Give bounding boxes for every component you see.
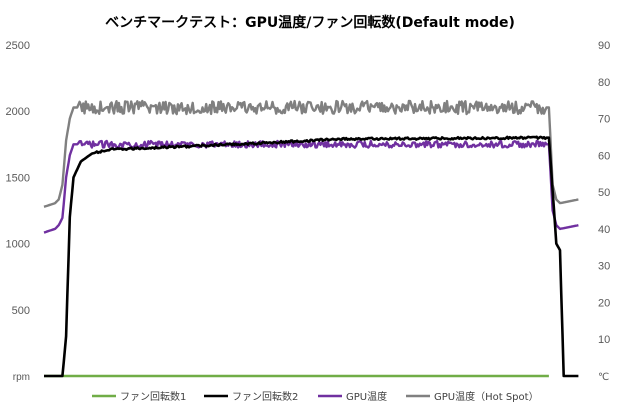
y-right-tick-label: 80 (598, 77, 610, 89)
series-line (43, 99, 579, 208)
plot-area (43, 99, 579, 378)
legend-label: GPU温度 (346, 390, 387, 403)
y-right-tick-label: 90 (598, 40, 610, 52)
y-right-tick-label: 10 (598, 334, 610, 346)
series-line (43, 139, 579, 234)
legend-label: ファン回転数2 (232, 390, 298, 403)
y-left-unit: rpm (13, 372, 30, 383)
y-right-tick-label: 50 (598, 187, 610, 199)
y-left-axis: 500 1000 1500 2000 2500 (6, 40, 30, 317)
y-right-tick-label: 60 (598, 150, 610, 162)
y-right-axis: 10 20 30 40 50 60 70 80 90 (598, 40, 610, 346)
chart-title: ベンチマークテスト：GPU温度/ファン回転数(Default mode) (105, 14, 515, 31)
legend-item: ファン回転数2 (204, 390, 298, 403)
y-right-unit: ℃ (598, 372, 609, 383)
legend-item: GPU温度（Hot Spot） (406, 390, 539, 403)
y-right-tick-label: 70 (598, 114, 610, 126)
legend-item: GPU温度 (318, 390, 387, 403)
legend-label: GPU温度（Hot Spot） (434, 390, 539, 403)
y-left-tick-label: 1000 (6, 239, 30, 251)
legend-item: ファン回転数1 (92, 390, 186, 403)
series-line (43, 135, 579, 378)
y-left-tick-label: 500 (12, 305, 30, 317)
y-left-tick-label: 1500 (6, 172, 30, 184)
y-left-tick-label: 2500 (6, 40, 30, 52)
legend: ファン回転数1 ファン回転数2 GPU温度 GPU温度（Hot Spot） (92, 390, 539, 403)
y-right-tick-label: 20 (598, 297, 610, 309)
y-left-tick-label: 2000 (6, 106, 30, 118)
y-right-tick-label: 40 (598, 224, 610, 236)
y-right-tick-label: 30 (598, 261, 610, 273)
legend-label: ファン回転数1 (120, 390, 186, 403)
